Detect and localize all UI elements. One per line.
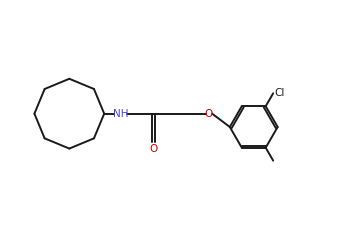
Text: NH: NH	[113, 109, 128, 119]
Text: Cl: Cl	[274, 88, 284, 98]
Text: O: O	[205, 109, 213, 119]
Text: O: O	[149, 144, 158, 154]
